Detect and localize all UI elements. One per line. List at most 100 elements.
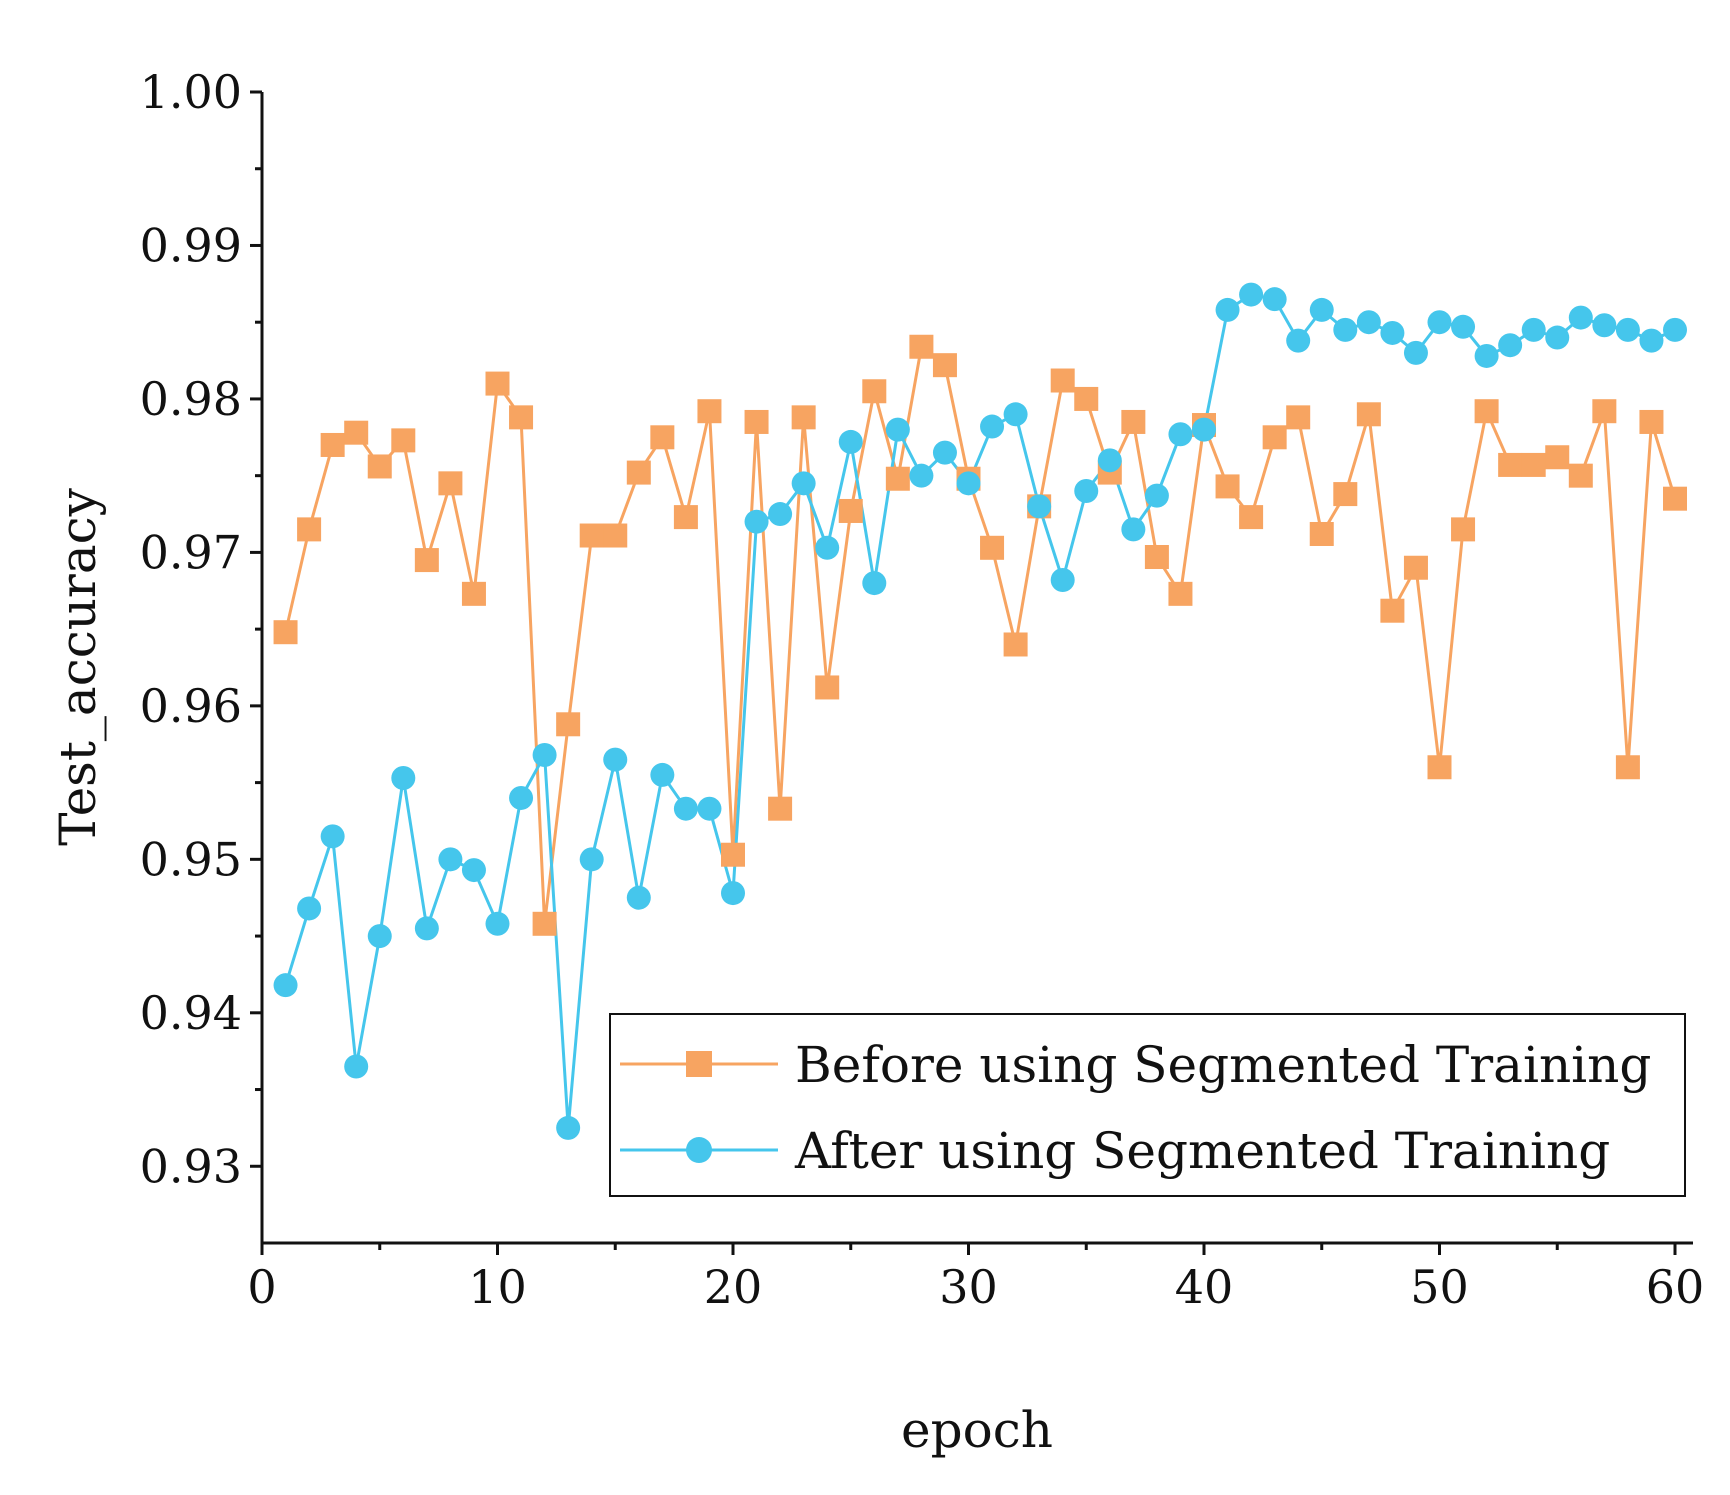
data-point-after xyxy=(1451,314,1476,339)
data-point-before xyxy=(1498,452,1523,477)
data-point-after xyxy=(556,1115,581,1140)
data-point-after xyxy=(1262,287,1287,312)
y-tick-label: 0.97 xyxy=(140,525,242,579)
x-tick-label: 10 xyxy=(468,1260,527,1314)
data-point-before xyxy=(297,517,322,542)
data-point-before xyxy=(1050,368,1075,393)
data-point-before xyxy=(1568,463,1593,488)
data-point-after xyxy=(273,973,298,998)
data-point-before xyxy=(532,911,557,936)
series-layer xyxy=(273,282,1687,1140)
data-point-before xyxy=(1003,632,1028,657)
data-point-after xyxy=(1592,313,1617,338)
data-point-after xyxy=(768,502,793,527)
y-tick-label: 0.93 xyxy=(140,1139,242,1193)
data-point-before xyxy=(838,498,863,523)
data-point-after xyxy=(532,742,557,767)
data-point-before xyxy=(980,535,1005,560)
data-point-before xyxy=(815,675,840,700)
data-point-before xyxy=(1239,505,1264,530)
data-point-after xyxy=(838,429,863,454)
data-point-after xyxy=(367,924,392,949)
data-point-before xyxy=(697,399,722,424)
data-point-before xyxy=(791,405,816,430)
data-point-before xyxy=(768,796,793,821)
data-point-after xyxy=(1027,494,1052,519)
data-point-after xyxy=(1639,328,1664,353)
data-point-after xyxy=(791,471,816,496)
data-point-before xyxy=(626,460,651,485)
y-tick-label: 0.99 xyxy=(140,218,242,272)
series-line-before xyxy=(284,345,1677,926)
x-ticks: 0 10 20 30 40 50 60 xyxy=(247,1243,1704,1314)
data-point-before xyxy=(1262,425,1287,450)
data-point-after xyxy=(1239,282,1264,307)
data-point-after xyxy=(509,785,534,810)
data-point-before xyxy=(1168,581,1193,606)
data-point-after xyxy=(721,881,745,906)
data-point-after xyxy=(1121,517,1146,542)
data-point-before xyxy=(509,405,534,430)
legend-label-before: Before using Segmented Training xyxy=(795,1036,1651,1094)
data-point-before xyxy=(1356,402,1381,427)
x-tick-label: 40 xyxy=(1175,1260,1234,1314)
data-point-after xyxy=(650,762,675,787)
data-point-after xyxy=(1192,417,1216,442)
data-point-before xyxy=(1286,405,1311,430)
data-point-before xyxy=(1380,598,1405,623)
data-point-after xyxy=(1663,317,1687,342)
data-point-before xyxy=(579,523,604,548)
data-point-after xyxy=(1498,333,1523,358)
y-axis-title: Test_accuracy xyxy=(49,487,107,846)
data-point-after xyxy=(1615,317,1640,342)
data-point-after xyxy=(344,1054,369,1079)
data-point-before xyxy=(1333,482,1358,507)
legend-marker-after xyxy=(686,1137,712,1163)
x-tick-label: 0 xyxy=(247,1260,276,1314)
data-point-after xyxy=(414,916,439,941)
data-point-after xyxy=(1380,320,1405,345)
y-ticks: 0.93 0.94 0.95 0.96 0.97 0.98 0.99 1.00 xyxy=(140,65,262,1193)
data-point-before xyxy=(650,425,675,450)
data-point-before xyxy=(461,581,486,606)
data-point-before xyxy=(909,334,934,359)
data-point-before xyxy=(1474,399,1499,424)
data-point-after xyxy=(1403,340,1428,365)
legend-box xyxy=(609,1013,1686,1197)
data-point-before xyxy=(721,842,745,867)
data-point-before xyxy=(862,379,887,404)
data-point-after xyxy=(1427,310,1452,335)
data-point-before xyxy=(1121,409,1146,434)
data-point-after xyxy=(1474,343,1499,368)
data-point-after xyxy=(438,847,463,872)
y-tick-label: 0.95 xyxy=(140,832,242,886)
data-point-after xyxy=(1144,483,1169,508)
data-point-after xyxy=(1003,402,1028,427)
data-point-after xyxy=(815,535,840,560)
data-point-before xyxy=(344,420,369,445)
data-point-before xyxy=(556,712,581,737)
data-point-after xyxy=(980,414,1005,439)
data-point-after xyxy=(673,796,698,821)
x-axis-title: epoch xyxy=(901,1401,1053,1459)
x-tick-label: 20 xyxy=(704,1260,763,1314)
data-point-before xyxy=(320,432,345,457)
legend: Before using Segmented Training After us… xyxy=(609,1013,1686,1197)
data-point-after xyxy=(909,463,934,488)
data-point-after xyxy=(485,911,510,936)
plot-area: 0.93 0.94 0.95 0.96 0.97 0.98 0.99 1.00 0 10 20 30… xyxy=(140,65,1705,1314)
data-point-after xyxy=(1050,568,1075,593)
data-point-after xyxy=(1168,422,1193,447)
data-point-before xyxy=(744,409,769,434)
data-point-before xyxy=(1427,755,1452,780)
data-point-after xyxy=(1545,325,1570,350)
data-point-after xyxy=(1286,328,1311,353)
data-point-before xyxy=(1545,445,1570,470)
data-point-after xyxy=(626,885,651,910)
data-point-after xyxy=(297,896,322,921)
data-point-after xyxy=(579,847,604,872)
data-point-after xyxy=(1356,310,1381,335)
y-tick-label: 0.96 xyxy=(140,679,242,733)
data-point-before xyxy=(885,466,910,491)
